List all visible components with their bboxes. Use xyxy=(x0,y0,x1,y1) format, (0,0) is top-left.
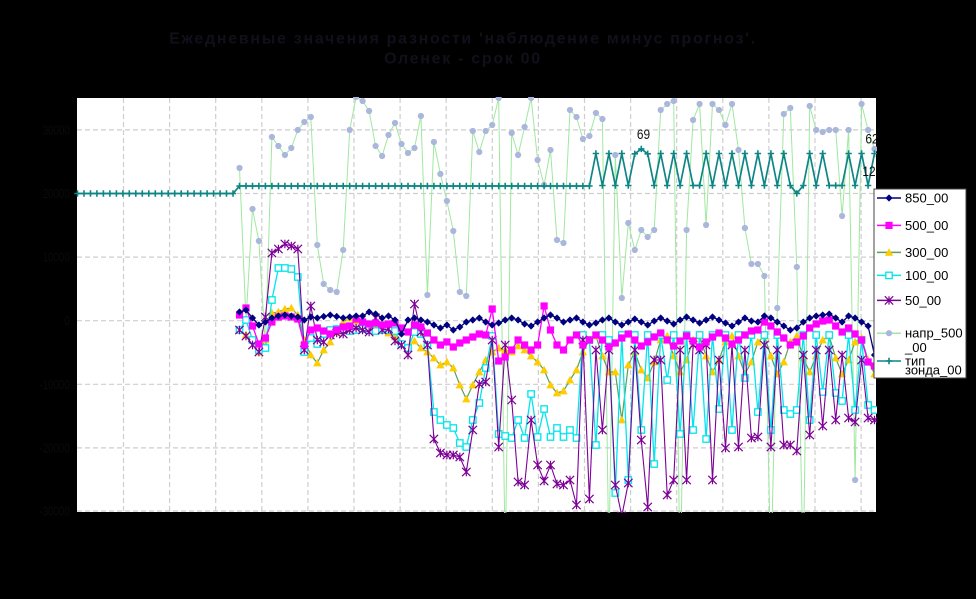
svg-text:69: 69 xyxy=(637,126,650,142)
svg-text:-10000: -10000 xyxy=(39,379,69,393)
svg-text:_00: _00 xyxy=(904,340,927,355)
svg-text:зонда_00: зонда_00 xyxy=(905,363,962,378)
svg-text:12: 12 xyxy=(862,163,875,179)
svg-text:100_00: 100_00 xyxy=(905,268,948,283)
svg-text:напр_500: напр_500 xyxy=(905,326,963,341)
svg-text:50_00: 50_00 xyxy=(905,293,941,308)
svg-text:30000: 30000 xyxy=(43,124,70,138)
svg-text:20000: 20000 xyxy=(43,188,70,202)
svg-text:Оленек - срок 00: Оленек - срок 00 xyxy=(384,51,542,68)
svg-text:300_00: 300_00 xyxy=(905,245,948,260)
svg-text:0: 0 xyxy=(64,315,69,329)
svg-text:-20000: -20000 xyxy=(39,442,69,456)
svg-text:850_00: 850_00 xyxy=(905,191,948,206)
svg-text:500_00: 500_00 xyxy=(905,218,948,233)
svg-text:Ежедневные значения разности ': Ежедневные значения разности 'наблюдение… xyxy=(169,31,757,48)
svg-text:62: 62 xyxy=(865,131,878,147)
svg-text:10000: 10000 xyxy=(43,251,70,265)
svg-text:-30000: -30000 xyxy=(39,505,69,519)
svg-text:тип: тип xyxy=(905,354,925,369)
